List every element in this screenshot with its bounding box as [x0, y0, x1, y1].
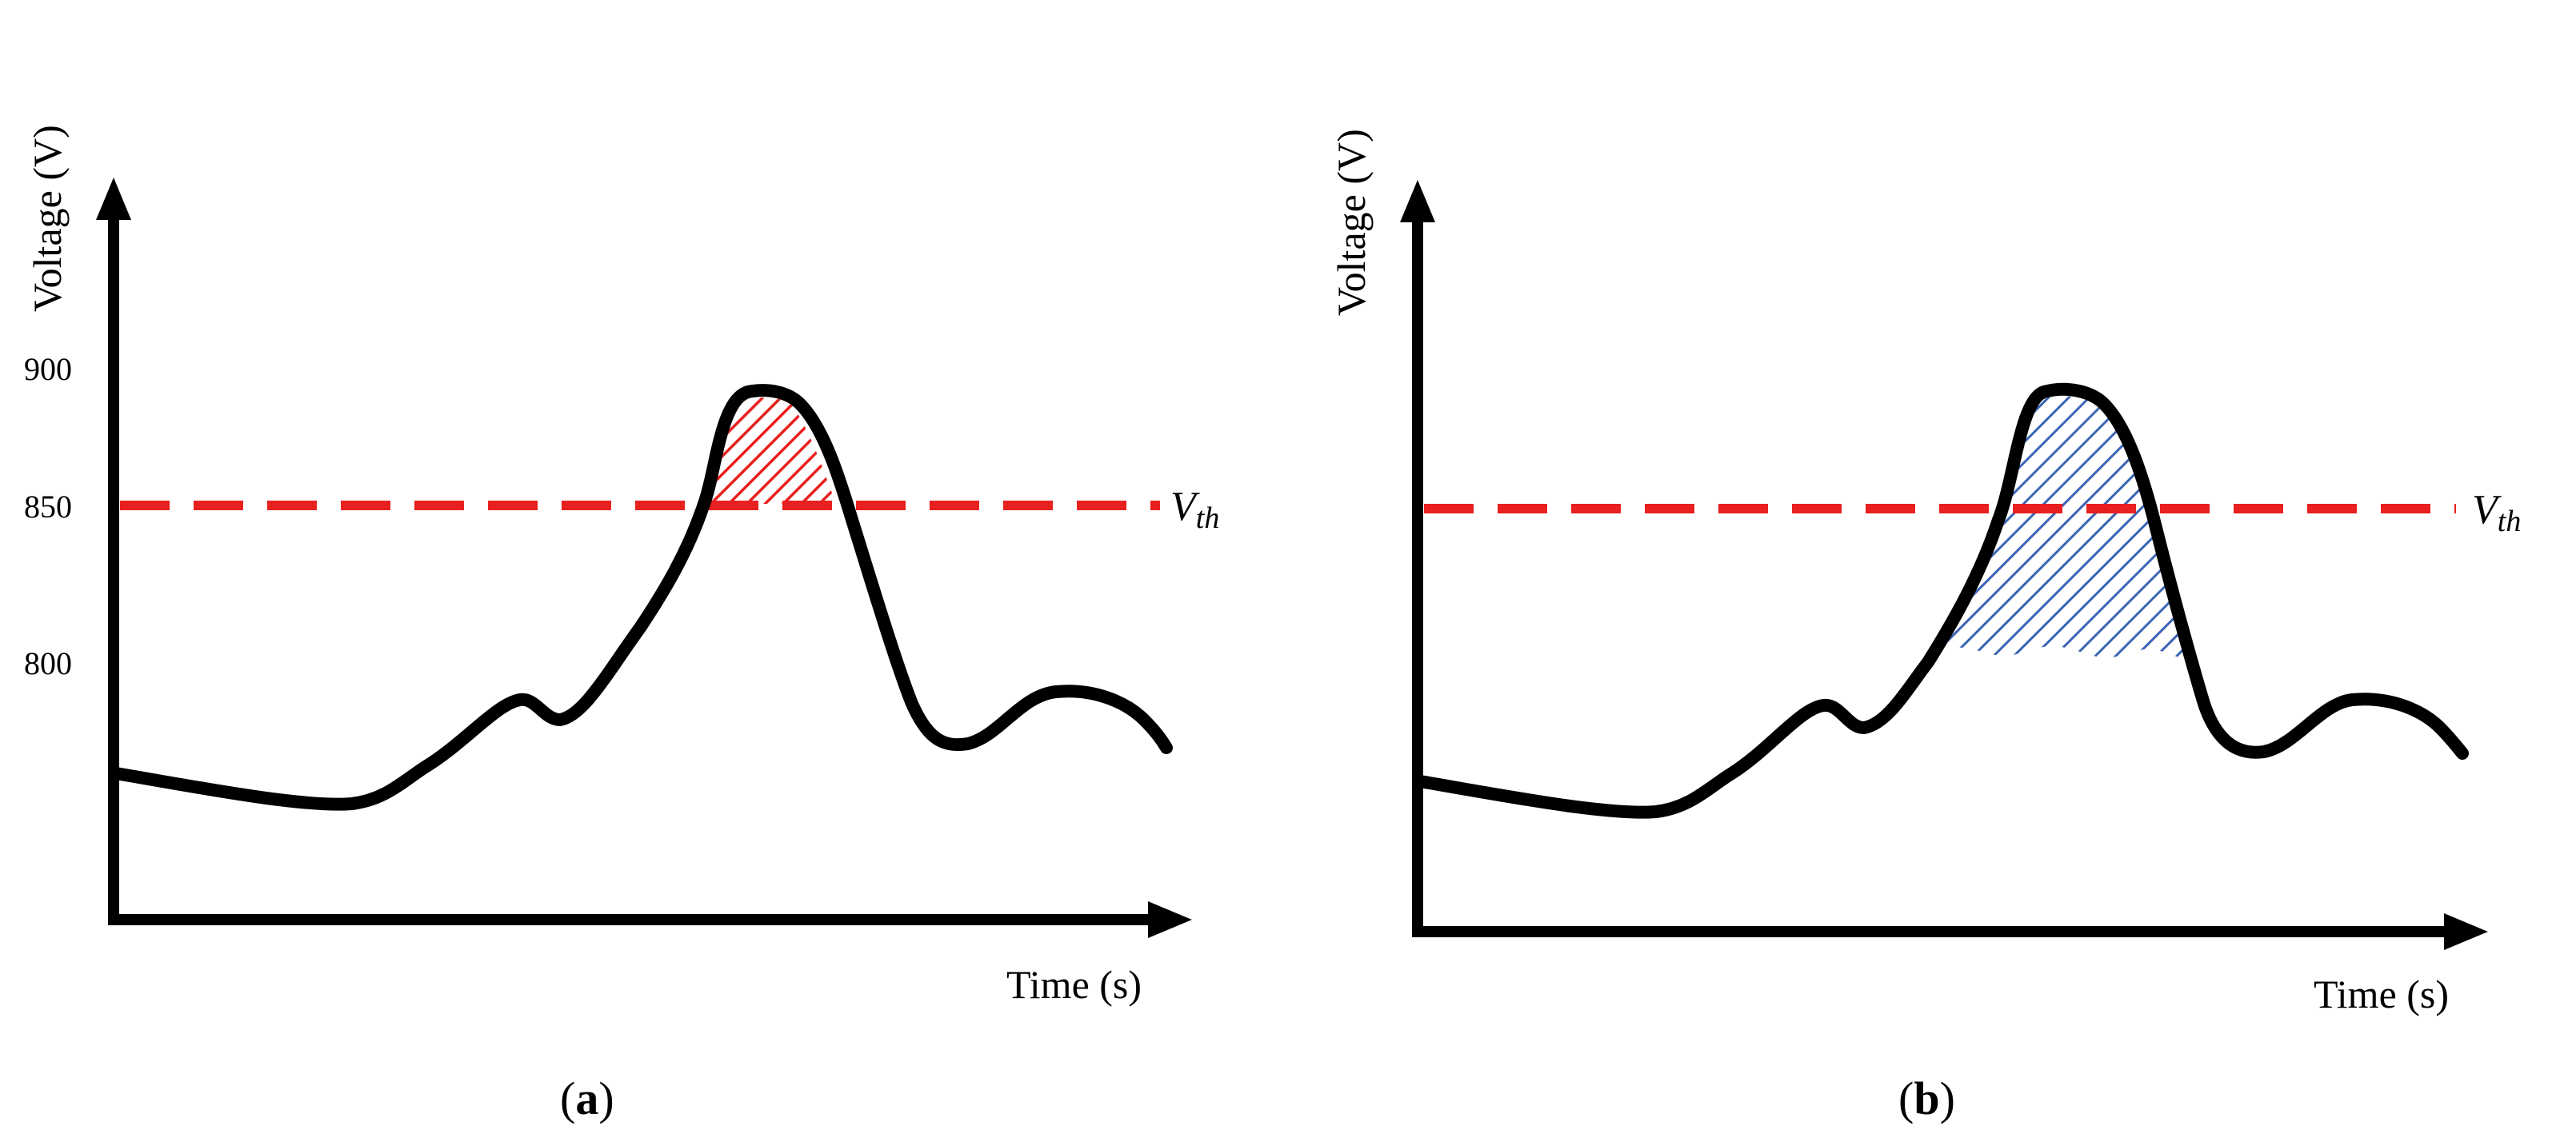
panel-a-shaded-region: [704, 396, 836, 504]
panel-b-x-axis-arrow: [2444, 913, 2488, 950]
panel-a-y-axis-arrow: [96, 178, 131, 220]
panel-a-ylabel: Voltage (V): [25, 125, 70, 312]
panel-a-caption: (a): [560, 1072, 614, 1124]
panel-a-ytick-800: 800: [24, 645, 72, 681]
panel-b-xlabel: Time (s): [2314, 972, 2449, 1016]
panel-a-xlabel: Time (s): [1006, 962, 1142, 1007]
panel-b-caption: (b): [1898, 1072, 1955, 1124]
panel-a-x-axis-arrow: [1148, 901, 1192, 938]
panel-b-y-axis-arrow: [1400, 180, 1435, 222]
panel-a-ytick-900: 900: [24, 351, 72, 387]
panel-b-threshold-label: Vth: [2472, 487, 2521, 538]
panel-a: 900 850 800 Voltage (V) Time (s) Vth (a): [24, 125, 1219, 1124]
panel-b: Voltage (V) Time (s) Vth (b): [1329, 129, 2521, 1124]
panel-a-waveform: [110, 384, 1173, 811]
panel-b-waveform: [1414, 382, 2469, 819]
panel-a-ytick-850: 850: [24, 489, 72, 525]
panel-b-ylabel: Voltage (V): [1329, 129, 1374, 316]
panel-a-threshold-label: Vth: [1170, 484, 1219, 535]
panel-b-shaded-region: [1926, 393, 2192, 662]
